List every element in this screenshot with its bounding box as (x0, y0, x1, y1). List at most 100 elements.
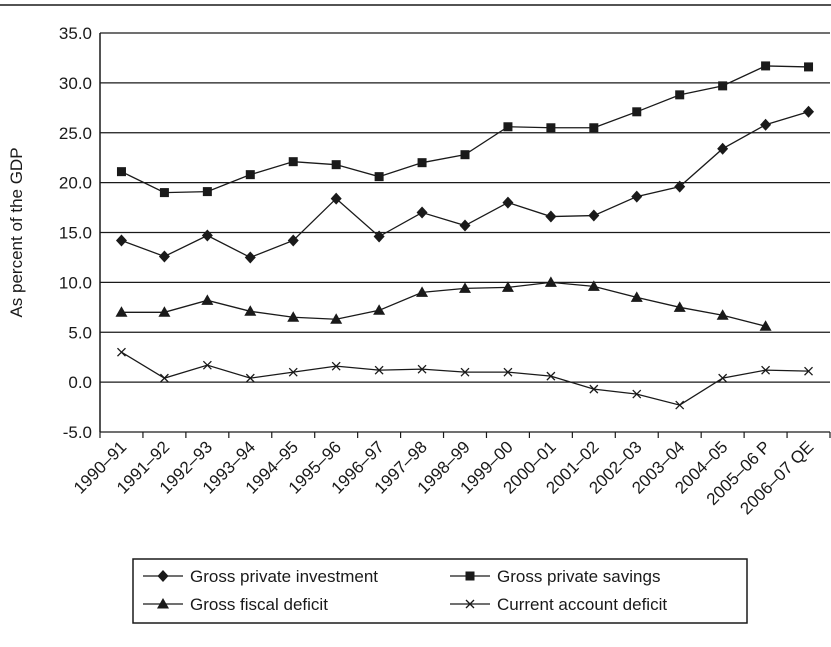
current-account-deficit-point (417, 364, 427, 374)
current-account-deficit-point (159, 373, 169, 383)
gross-fiscal-deficit-point (115, 306, 128, 317)
current-account-deficit-line (121, 351, 809, 406)
gross-private-savings-point (288, 157, 298, 167)
gross-private-savings-point (460, 150, 470, 160)
gross-private-savings-point (116, 167, 126, 177)
current-account-deficit-point (331, 361, 341, 371)
series-group (115, 61, 815, 410)
legend-item-current-account-deficit: Current account deficit (450, 595, 667, 614)
gross-private-investment-point (201, 229, 213, 242)
gross-fiscal-deficit-point (544, 276, 557, 287)
gross-private-savings-point (374, 172, 384, 182)
gross-fiscal-deficit-point (673, 301, 686, 312)
gross-private-investment-point (717, 142, 729, 155)
current-account-deficit-point (675, 400, 685, 410)
legend-marker (465, 571, 475, 581)
y-tick-label: 30.0 (59, 74, 92, 93)
gross-private-investment-point (803, 105, 815, 118)
gross-fiscal-deficit-point (587, 280, 600, 291)
series-gross-fiscal-deficit (115, 276, 772, 331)
gross-fiscal-deficit-point (330, 313, 343, 324)
current-account-deficit-point (589, 384, 599, 394)
gross-private-investment-point (674, 180, 686, 193)
gross-private-savings-point (202, 187, 212, 197)
series-gross-private-investment (115, 105, 815, 264)
gross-private-investment-point (631, 190, 643, 203)
y-tick-label: 0.0 (68, 373, 92, 392)
gridlines (100, 32, 830, 433)
gross-fiscal-deficit-point (416, 286, 429, 297)
legend-item-gross-private-investment: Gross private investment (143, 567, 378, 586)
gross-private-investment-point (330, 192, 342, 205)
gross-private-investment-point (760, 118, 772, 131)
gross-private-savings-point (331, 160, 341, 170)
legend-marker (157, 598, 169, 609)
gross-private-savings-point (546, 123, 556, 133)
legend-item-gross-private-savings: Gross private savings (450, 567, 660, 586)
gross-private-investment-point (287, 234, 299, 247)
current-account-deficit-point (374, 365, 384, 375)
gross-fiscal-deficit-point (244, 305, 257, 316)
gross-private-savings-point (675, 90, 685, 100)
gross-private-savings-line (121, 65, 809, 194)
series-gross-private-savings (116, 61, 814, 198)
legend-label: Current account deficit (497, 595, 667, 614)
gross-private-investment-point (244, 251, 256, 264)
gross-private-investment-point (502, 196, 514, 209)
gross-private-investment-point (373, 230, 385, 243)
legend: Gross private investment Gross private sa… (132, 558, 748, 624)
y-tick-label: 35.0 (59, 24, 92, 43)
current-account-deficit-point (546, 371, 556, 381)
gross-private-savings-point (245, 170, 255, 180)
gross-private-savings-point (718, 81, 728, 91)
current-account-deficit-point (718, 373, 728, 383)
gross-fiscal-deficit-point (201, 294, 214, 305)
axes: 35.030.025.020.015.010.05.00.0-5.01990–9… (59, 24, 831, 518)
gross-fiscal-deficit-point (158, 306, 171, 317)
gross-private-investment-point (158, 250, 170, 263)
current-account-deficit-point (761, 365, 771, 375)
gross-private-investment-point (545, 210, 557, 223)
gross-fiscal-deficit-point (630, 291, 643, 302)
legend-label: Gross fiscal deficit (190, 595, 328, 614)
gross-fiscal-deficit-point (759, 320, 772, 331)
current-account-deficit-point (117, 347, 126, 357)
y-tick-label: 20.0 (59, 174, 92, 193)
gross-fiscal-deficit-line (121, 281, 766, 327)
current-account-deficit-point (460, 367, 470, 377)
y-tick-label: 10.0 (59, 273, 92, 292)
gross-fiscal-deficit-point (716, 309, 729, 320)
y-tick-label: 25.0 (59, 124, 92, 143)
current-account-deficit-point (632, 389, 642, 399)
gross-private-savings-point (159, 188, 169, 198)
gross-private-savings-point (632, 107, 642, 117)
y-tick-label: 15.0 (59, 224, 92, 243)
gross-private-investment-point (459, 219, 471, 232)
current-account-deficit-point (804, 366, 813, 376)
current-account-deficit-point (202, 360, 212, 370)
legend-label: Gross private investment (190, 567, 378, 586)
y-tick-label: -5.0 (63, 423, 92, 442)
legend-item-gross-fiscal-deficit: Gross fiscal deficit (143, 595, 328, 614)
gross-private-investment-point (416, 206, 428, 219)
gross-fiscal-deficit-point (459, 282, 471, 293)
current-account-deficit-point (288, 367, 298, 377)
gross-private-savings-point (589, 123, 599, 133)
gross-private-savings-point (417, 158, 427, 168)
legend-box (132, 558, 748, 624)
legend-marker (157, 570, 169, 582)
gross-private-savings-point (503, 122, 513, 132)
gross-private-investment-point (588, 209, 600, 222)
y-tick-label: 5.0 (68, 323, 92, 342)
gross-fiscal-deficit-point (373, 304, 386, 315)
gross-private-savings-point (804, 62, 814, 72)
series-current-account-deficit (117, 347, 813, 410)
legend-label: Gross private savings (497, 567, 660, 586)
gross-private-investment-point (115, 234, 127, 247)
y-axis-title: As percent of the GDP (7, 147, 26, 317)
legend-marker (465, 599, 475, 609)
gross-fiscal-deficit-point (501, 281, 514, 292)
current-account-deficit-point (503, 367, 513, 377)
